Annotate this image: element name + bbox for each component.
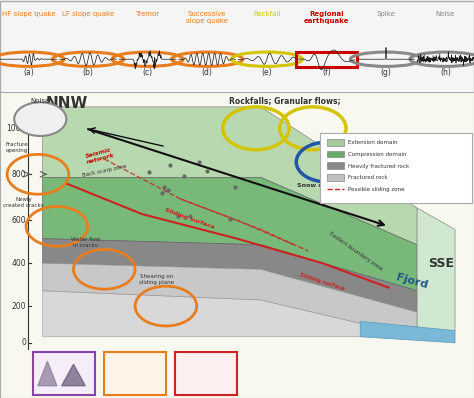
Text: Back scarp zone: Back scarp zone <box>82 164 127 178</box>
Text: Fracture
opening: Fracture opening <box>5 142 28 153</box>
Polygon shape <box>62 364 85 386</box>
Polygon shape <box>360 322 455 343</box>
Text: 400: 400 <box>11 259 26 268</box>
Polygon shape <box>43 239 417 312</box>
Text: NNW: NNW <box>45 96 88 111</box>
Text: Sliding surface: Sliding surface <box>299 272 346 291</box>
Text: Spike: Spike <box>376 12 395 18</box>
Text: Fractured rock: Fractured rock <box>348 175 388 180</box>
Polygon shape <box>43 263 417 337</box>
Text: SSE: SSE <box>428 257 454 270</box>
Text: Water flow
in cracks: Water flow in cracks <box>71 237 100 248</box>
Text: Possible sliding zone: Possible sliding zone <box>348 187 405 192</box>
Text: Heavily fractured rock: Heavily fractured rock <box>348 164 410 168</box>
Text: Snow avalanches: Snow avalanches <box>297 183 357 189</box>
Text: (f): (f) <box>322 68 331 77</box>
Polygon shape <box>38 361 57 386</box>
Text: Compression domain: Compression domain <box>348 152 407 157</box>
Text: (b): (b) <box>82 68 93 77</box>
Text: (h): (h) <box>440 68 451 77</box>
Text: 600: 600 <box>11 216 26 225</box>
Text: Seismic
network: Seismic network <box>84 147 115 165</box>
FancyBboxPatch shape <box>104 352 166 395</box>
Circle shape <box>14 102 66 136</box>
Text: Shearing on
sliding plane: Shearing on sliding plane <box>139 274 174 285</box>
FancyBboxPatch shape <box>327 174 344 181</box>
Text: HF slope quake: HF slope quake <box>2 12 55 18</box>
FancyBboxPatch shape <box>327 139 344 146</box>
Text: Rockfall: Rockfall <box>253 12 281 18</box>
Text: 0: 0 <box>21 338 26 347</box>
FancyBboxPatch shape <box>327 162 344 169</box>
FancyBboxPatch shape <box>33 352 95 395</box>
Text: Extension domain: Extension domain <box>348 140 398 145</box>
Text: Successive
slope quake: Successive slope quake <box>186 12 228 24</box>
Text: Newly
created cracks: Newly created cracks <box>3 197 44 208</box>
Text: (a): (a) <box>23 68 34 77</box>
Text: Tremor: Tremor <box>136 12 160 18</box>
Text: Rockfalls; Granular flows;: Rockfalls; Granular flows; <box>228 96 340 105</box>
Polygon shape <box>417 208 455 337</box>
FancyBboxPatch shape <box>327 151 344 158</box>
Text: (e): (e) <box>262 68 272 77</box>
Text: (d): (d) <box>202 68 213 77</box>
Text: (g): (g) <box>381 68 392 77</box>
Text: 1000: 1000 <box>7 124 26 133</box>
Text: Fjord: Fjord <box>395 273 429 291</box>
Text: Noise: Noise <box>31 98 50 104</box>
Text: Noise: Noise <box>436 12 455 18</box>
FancyBboxPatch shape <box>320 133 472 203</box>
FancyBboxPatch shape <box>0 92 474 398</box>
Text: LF slope quake: LF slope quake <box>62 12 114 18</box>
Text: Eastern boundary zone: Eastern boundary zone <box>328 230 383 271</box>
FancyBboxPatch shape <box>175 352 237 395</box>
Polygon shape <box>43 178 417 291</box>
Text: Sliding surface: Sliding surface <box>164 207 215 230</box>
Text: Regional
earthquake: Regional earthquake <box>304 12 349 24</box>
Polygon shape <box>43 107 417 245</box>
Polygon shape <box>43 291 417 337</box>
Text: 800: 800 <box>11 170 26 179</box>
Text: 200: 200 <box>11 302 26 310</box>
Text: (c): (c) <box>143 68 153 77</box>
